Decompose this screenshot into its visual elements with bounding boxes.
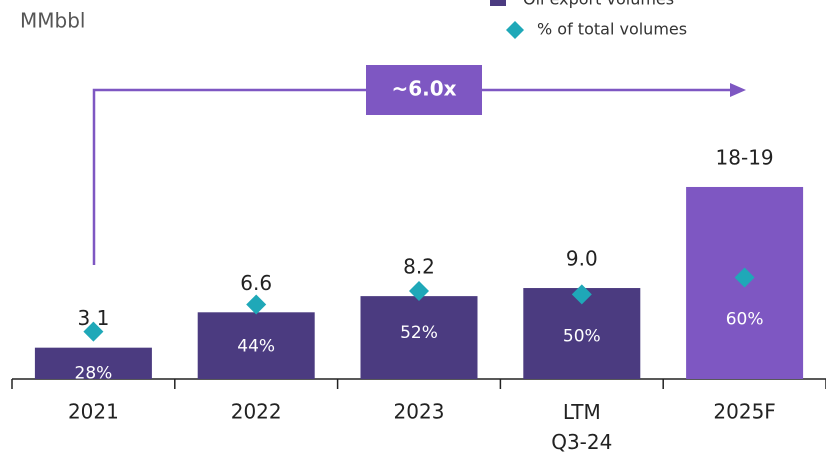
diamond-marker xyxy=(409,281,429,302)
x-tick-label: 2025F xyxy=(713,400,775,424)
value-label: 8.2 xyxy=(403,255,435,279)
x-tick-label: LTM Q3-24 xyxy=(551,400,612,454)
diamond-marker xyxy=(246,294,267,315)
growth-arrow xyxy=(92,88,733,265)
bar xyxy=(197,312,315,379)
percent-label: 50% xyxy=(563,326,601,346)
x-tick-label: 2022 xyxy=(231,400,282,424)
diamond-marker xyxy=(571,284,592,305)
arrow-head xyxy=(730,83,746,97)
value-label: 9.0 xyxy=(566,247,598,271)
legend-label: % of total volumes xyxy=(537,20,687,39)
annotation-box xyxy=(366,65,482,115)
x-tick-label: 2023 xyxy=(394,400,445,424)
annotation: ~6.0x xyxy=(391,77,456,101)
unit-label: MMbbl xyxy=(20,9,85,33)
legend-swatch xyxy=(490,0,506,6)
diamond-marker xyxy=(83,321,104,342)
legend-swatch xyxy=(506,21,524,39)
value-label: 18-19 xyxy=(716,145,774,169)
legend-label: Oil export volumes xyxy=(523,0,674,9)
diamond-marker xyxy=(734,267,755,288)
percent-label: 44% xyxy=(237,337,275,357)
percent-label: 52% xyxy=(400,323,438,343)
value-label: 6.6 xyxy=(240,271,272,295)
bar xyxy=(360,296,478,379)
percent-label: 28% xyxy=(75,364,113,384)
bar xyxy=(34,347,152,379)
x-tick-label: 2021 xyxy=(68,400,119,424)
percent-label: 60% xyxy=(726,309,764,329)
